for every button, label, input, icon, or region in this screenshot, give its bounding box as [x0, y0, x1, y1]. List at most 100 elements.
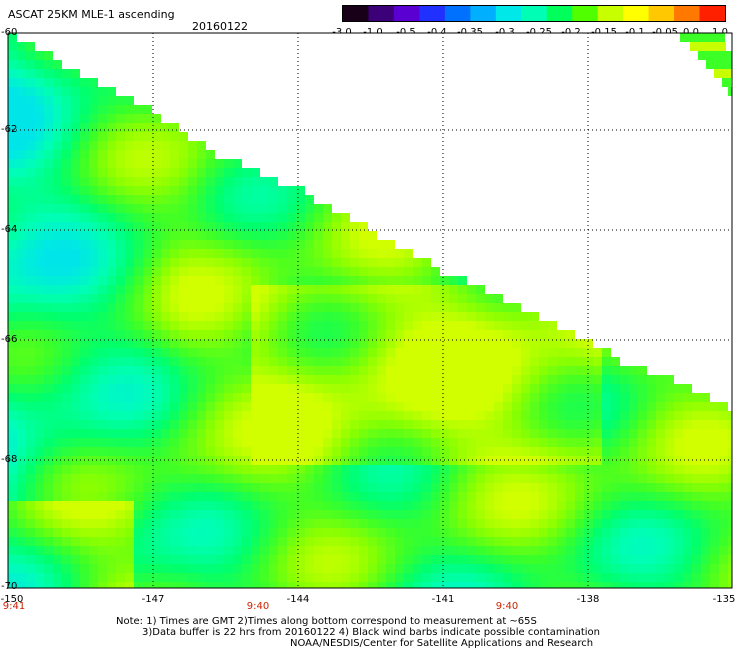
data-cell: [278, 330, 287, 339]
data-cell: [53, 123, 62, 132]
data-cell: [485, 357, 494, 366]
data-cell: [17, 573, 26, 582]
data-cell: [350, 510, 359, 519]
data-cell: [17, 393, 26, 402]
data-cell: [377, 402, 386, 411]
data-cell: [368, 303, 377, 312]
data-cell: [638, 501, 647, 510]
data-cell: [242, 258, 251, 267]
data-cell: [125, 204, 134, 213]
data-cell: [170, 564, 179, 573]
data-cell: [26, 474, 35, 483]
data-cell: [116, 519, 125, 528]
data-cell: [242, 240, 251, 249]
data-cell: [251, 249, 260, 258]
data-cell: [197, 483, 206, 492]
data-cell: [26, 69, 35, 78]
data-cell: [44, 123, 53, 132]
data-cell: [530, 582, 539, 588]
data-cell: [557, 339, 566, 348]
data-cell: [179, 519, 188, 528]
data-cell: [611, 555, 620, 564]
data-cell: [71, 339, 80, 348]
data-cell: [242, 519, 251, 528]
data-cell: [17, 582, 26, 588]
data-cell: [161, 123, 170, 132]
data-cell: [521, 330, 530, 339]
data-cell: [665, 447, 674, 456]
lon-label: -141: [431, 594, 455, 605]
data-cell: [593, 429, 602, 438]
data-cell: [548, 546, 557, 555]
data-cell: [548, 411, 557, 420]
data-cell: [494, 330, 503, 339]
data-cell: [494, 321, 503, 330]
data-cell: [260, 222, 269, 231]
data-cell: [8, 222, 17, 231]
data-cell: [116, 582, 125, 588]
data-cell: [350, 312, 359, 321]
data-cell: [62, 339, 71, 348]
data-cell: [98, 204, 107, 213]
data-cell: [44, 195, 53, 204]
data-cell: [134, 321, 143, 330]
data-cell: [431, 285, 440, 294]
data-cell: [665, 456, 674, 465]
data-cell: [197, 501, 206, 510]
data-cell: [701, 402, 710, 411]
data-cell: [386, 465, 395, 474]
data-cell: [17, 330, 26, 339]
data-cell: [278, 420, 287, 429]
data-cell: [125, 429, 134, 438]
data-cell: [476, 312, 485, 321]
data-cell: [359, 231, 368, 240]
data-cell: [368, 240, 377, 249]
data-cell: [512, 321, 521, 330]
data-cell: [341, 303, 350, 312]
data-cell: [143, 546, 152, 555]
data-cell: [89, 195, 98, 204]
data-cell: [242, 276, 251, 285]
data-cell: [602, 573, 611, 582]
data-cell: [125, 231, 134, 240]
data-cell: [305, 339, 314, 348]
data-cell: [296, 195, 305, 204]
data-cell: [26, 447, 35, 456]
data-cell: [359, 537, 368, 546]
data-cell: [206, 222, 215, 231]
data-cell: [98, 312, 107, 321]
data-cell: [566, 447, 575, 456]
data-cell: [260, 555, 269, 564]
data-cell: [26, 87, 35, 96]
data-cell: [314, 456, 323, 465]
data-cell: [161, 474, 170, 483]
data-cell: [80, 510, 89, 519]
data-cell: [611, 429, 620, 438]
data-cell: [305, 195, 314, 204]
data-cell: [674, 492, 683, 501]
data-cell: [224, 258, 233, 267]
data-cell: [215, 492, 224, 501]
data-cell: [161, 177, 170, 186]
data-cell: [44, 573, 53, 582]
data-cell: [116, 438, 125, 447]
data-cell: [323, 492, 332, 501]
data-cell: [422, 456, 431, 465]
data-cell: [593, 420, 602, 429]
data-cell: [431, 429, 440, 438]
data-cell: [467, 402, 476, 411]
data-cell: [287, 231, 296, 240]
data-cell: [575, 420, 584, 429]
data-cell: [494, 546, 503, 555]
data-cell: [422, 294, 431, 303]
data-cell: [683, 492, 692, 501]
data-cell: [638, 582, 647, 588]
data-cell: [188, 537, 197, 546]
data-cell: [188, 168, 197, 177]
lon-label: -135: [712, 594, 736, 605]
data-cell: [647, 528, 656, 537]
data-cell: [377, 303, 386, 312]
data-cell: [593, 564, 602, 573]
data-cell: [665, 573, 674, 582]
data-cell: [206, 249, 215, 258]
